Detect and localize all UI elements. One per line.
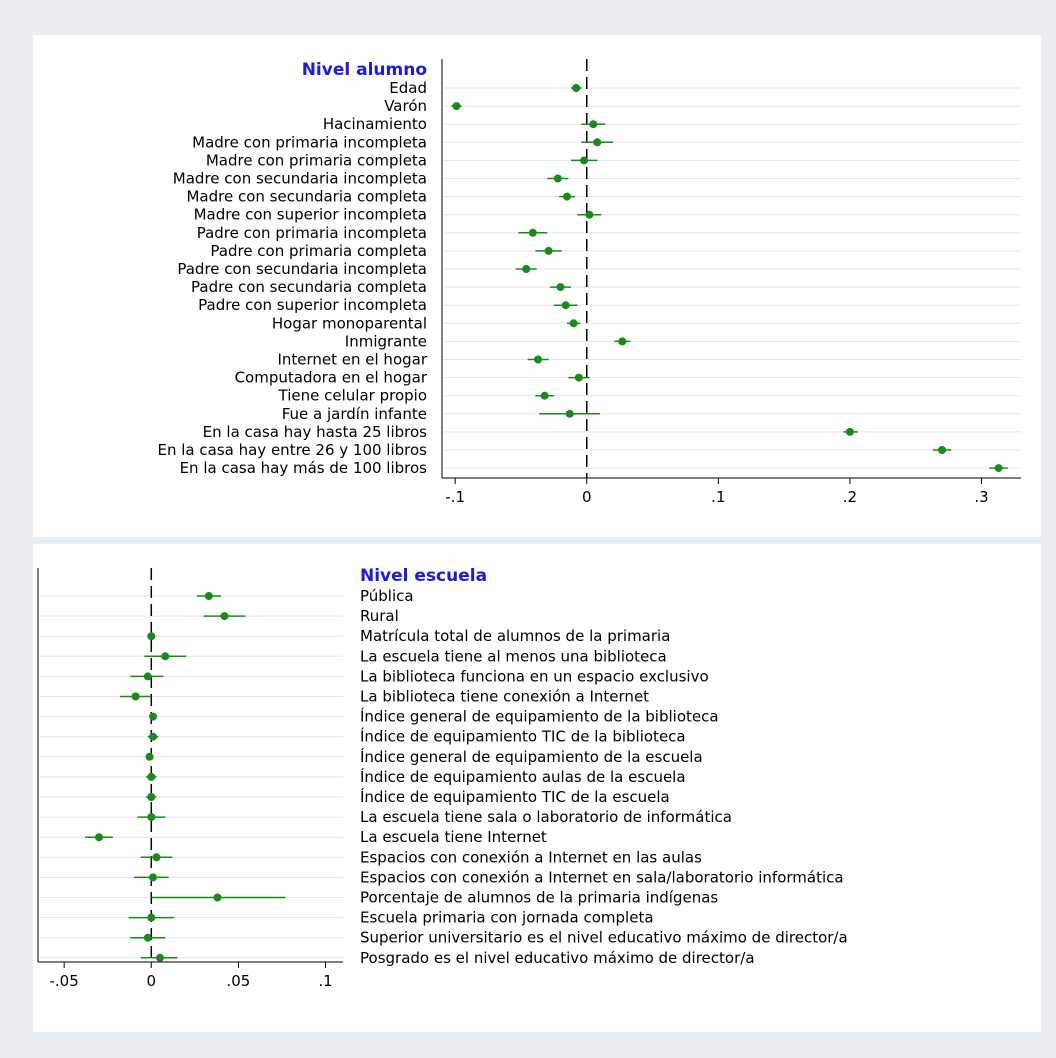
point-estimate (147, 913, 156, 922)
point-estimate (845, 427, 854, 436)
point-estimate (452, 102, 461, 111)
point-estimate (618, 337, 627, 346)
point-estimate (534, 355, 543, 364)
category-label: Madre con secundaria completa (186, 188, 427, 206)
category-label: Hacinamiento (323, 115, 427, 133)
coefficient-plot-nivel-alumno: Nivel alumno -.1 0 .1 .2 .3 EdadVarónHacinami… (158, 59, 1021, 506)
point-estimate (152, 853, 161, 862)
x-tick-label: -.1 (445, 488, 465, 506)
category-label: Madre con primaria incompleta (192, 133, 427, 151)
point-estimate (580, 156, 589, 165)
category-label: Pública (360, 587, 414, 605)
category-label: Varón (384, 97, 427, 115)
category-label: Superior universitario es el nivel educa… (360, 929, 848, 947)
x-tick-label: .3 (974, 488, 988, 506)
x-tick-label: .2 (843, 488, 857, 506)
point-estimate (593, 138, 602, 147)
point-estimate (161, 652, 170, 661)
point-estimate (143, 933, 152, 942)
point-estimate (522, 265, 531, 273)
category-label: La escuela tiene sala o laboratorio de i… (360, 808, 732, 826)
category-label: Matrícula total de alumnos de la primari… (360, 627, 670, 645)
point-estimate (145, 752, 154, 761)
category-label: Índice general de equipamiento de la bib… (360, 707, 719, 726)
point-estimate (213, 893, 222, 902)
x-tick-label: .05 (226, 972, 250, 990)
category-label: Índice de equipamiento TIC de la escuela (360, 787, 670, 806)
category-label: La biblioteca funciona en un espacio exc… (360, 667, 709, 685)
point-estimate (563, 192, 572, 201)
point-estimate (565, 409, 574, 418)
category-label: Índice de equipamiento aulas de la escue… (360, 767, 686, 786)
category-label: Madre con secundaria incompleta (173, 170, 427, 188)
point-estimate (589, 120, 598, 129)
category-label: Fue a jardín infante (282, 405, 427, 423)
x-tick-label: -.05 (50, 972, 79, 990)
category-label: Rural (360, 607, 399, 625)
point-estimate (994, 464, 1003, 473)
point-estimate (147, 772, 156, 781)
point-estimate (149, 873, 158, 882)
point-estimate (156, 953, 164, 962)
point-estimate (556, 283, 565, 292)
category-label: Computadora en el hogar (235, 369, 428, 387)
category-label: En la casa hay hasta 25 libros (203, 423, 428, 441)
category-label: Madre con primaria completa (206, 151, 427, 169)
category-label: Internet en el hogar (277, 351, 427, 369)
category-label: Porcentaje de alumnos de la primaria ind… (360, 889, 718, 907)
category-label: Madre con superior incompleta (194, 206, 427, 224)
point-estimate (585, 210, 594, 219)
chart-panel-nivel-escuela: Nivel escuela -.05 0 .05 .1 Pública Rural Matr… (33, 544, 1041, 1032)
point-estimate (95, 833, 103, 842)
coefficient-plot-nivel-escuela: Nivel escuela -.05 0 .05 .1 Pública Rural Matr… (37, 566, 848, 990)
point-estimate (220, 612, 229, 621)
category-label: Espacios con conexión a Internet en sala… (360, 868, 844, 886)
point-estimate (528, 228, 537, 237)
point-estimate (204, 592, 213, 600)
point-estimate (147, 813, 156, 822)
point-estimate (131, 692, 140, 701)
point-estimate (544, 246, 553, 255)
point-estimate (147, 632, 156, 641)
chart-panel-nivel-alumno: Nivel alumno -.1 0 .1 .2 .3 Edad Varón Hacinami… (33, 35, 1041, 537)
point-estimate (553, 174, 562, 183)
category-label: Índice de equipamiento TIC de la bibliot… (360, 727, 686, 746)
point-estimate (149, 712, 158, 721)
point-estimate (147, 793, 156, 801)
category-label: Padre con primaria incompleta (197, 224, 427, 242)
point-estimate (149, 732, 158, 741)
x-tick-label: 0 (147, 972, 157, 990)
point-estimate (574, 373, 583, 382)
category-label: Padre con superior incompleta (198, 296, 427, 314)
category-label: Inmigrante (345, 332, 427, 350)
point-estimate (540, 391, 549, 400)
category-label: Padre con primaria completa (210, 242, 427, 260)
category-label: Tiene celular propio (278, 387, 427, 405)
category-label: En la casa hay más de 100 libros (180, 459, 428, 477)
category-label: Padre con secundaria incompleta (177, 260, 427, 278)
category-label: En la casa hay entre 26 y 100 libros (158, 441, 428, 459)
point-estimate (561, 301, 570, 310)
category-label: La escuela tiene al menos una biblioteca (360, 647, 667, 665)
group-title-nivel-alumno: Nivel alumno (302, 60, 427, 80)
category-label: Padre con secundaria completa (191, 278, 427, 296)
x-tick-label: .1 (318, 972, 332, 990)
point-estimate (938, 446, 947, 454)
x-tick-label: 0 (582, 488, 592, 506)
category-label: Edad (389, 79, 427, 97)
x-tick-label: .1 (711, 488, 725, 506)
point-estimate (143, 672, 152, 681)
category-label: Índice general de equipamiento de la esc… (360, 747, 703, 766)
category-label: Posgrado es el nivel educativo máximo de… (360, 949, 755, 967)
point-estimate (572, 84, 581, 92)
category-label: Espacios con conexión a Internet en las … (360, 848, 702, 866)
category-label: Escuela primaria con jornada completa (360, 909, 654, 927)
group-title-nivel-escuela: Nivel escuela (360, 566, 487, 586)
category-label: Hogar monoparental (272, 314, 427, 332)
category-label: La escuela tiene Internet (360, 828, 547, 846)
point-estimate (569, 319, 578, 328)
category-label: La biblioteca tiene conexión a Internet (360, 688, 649, 706)
